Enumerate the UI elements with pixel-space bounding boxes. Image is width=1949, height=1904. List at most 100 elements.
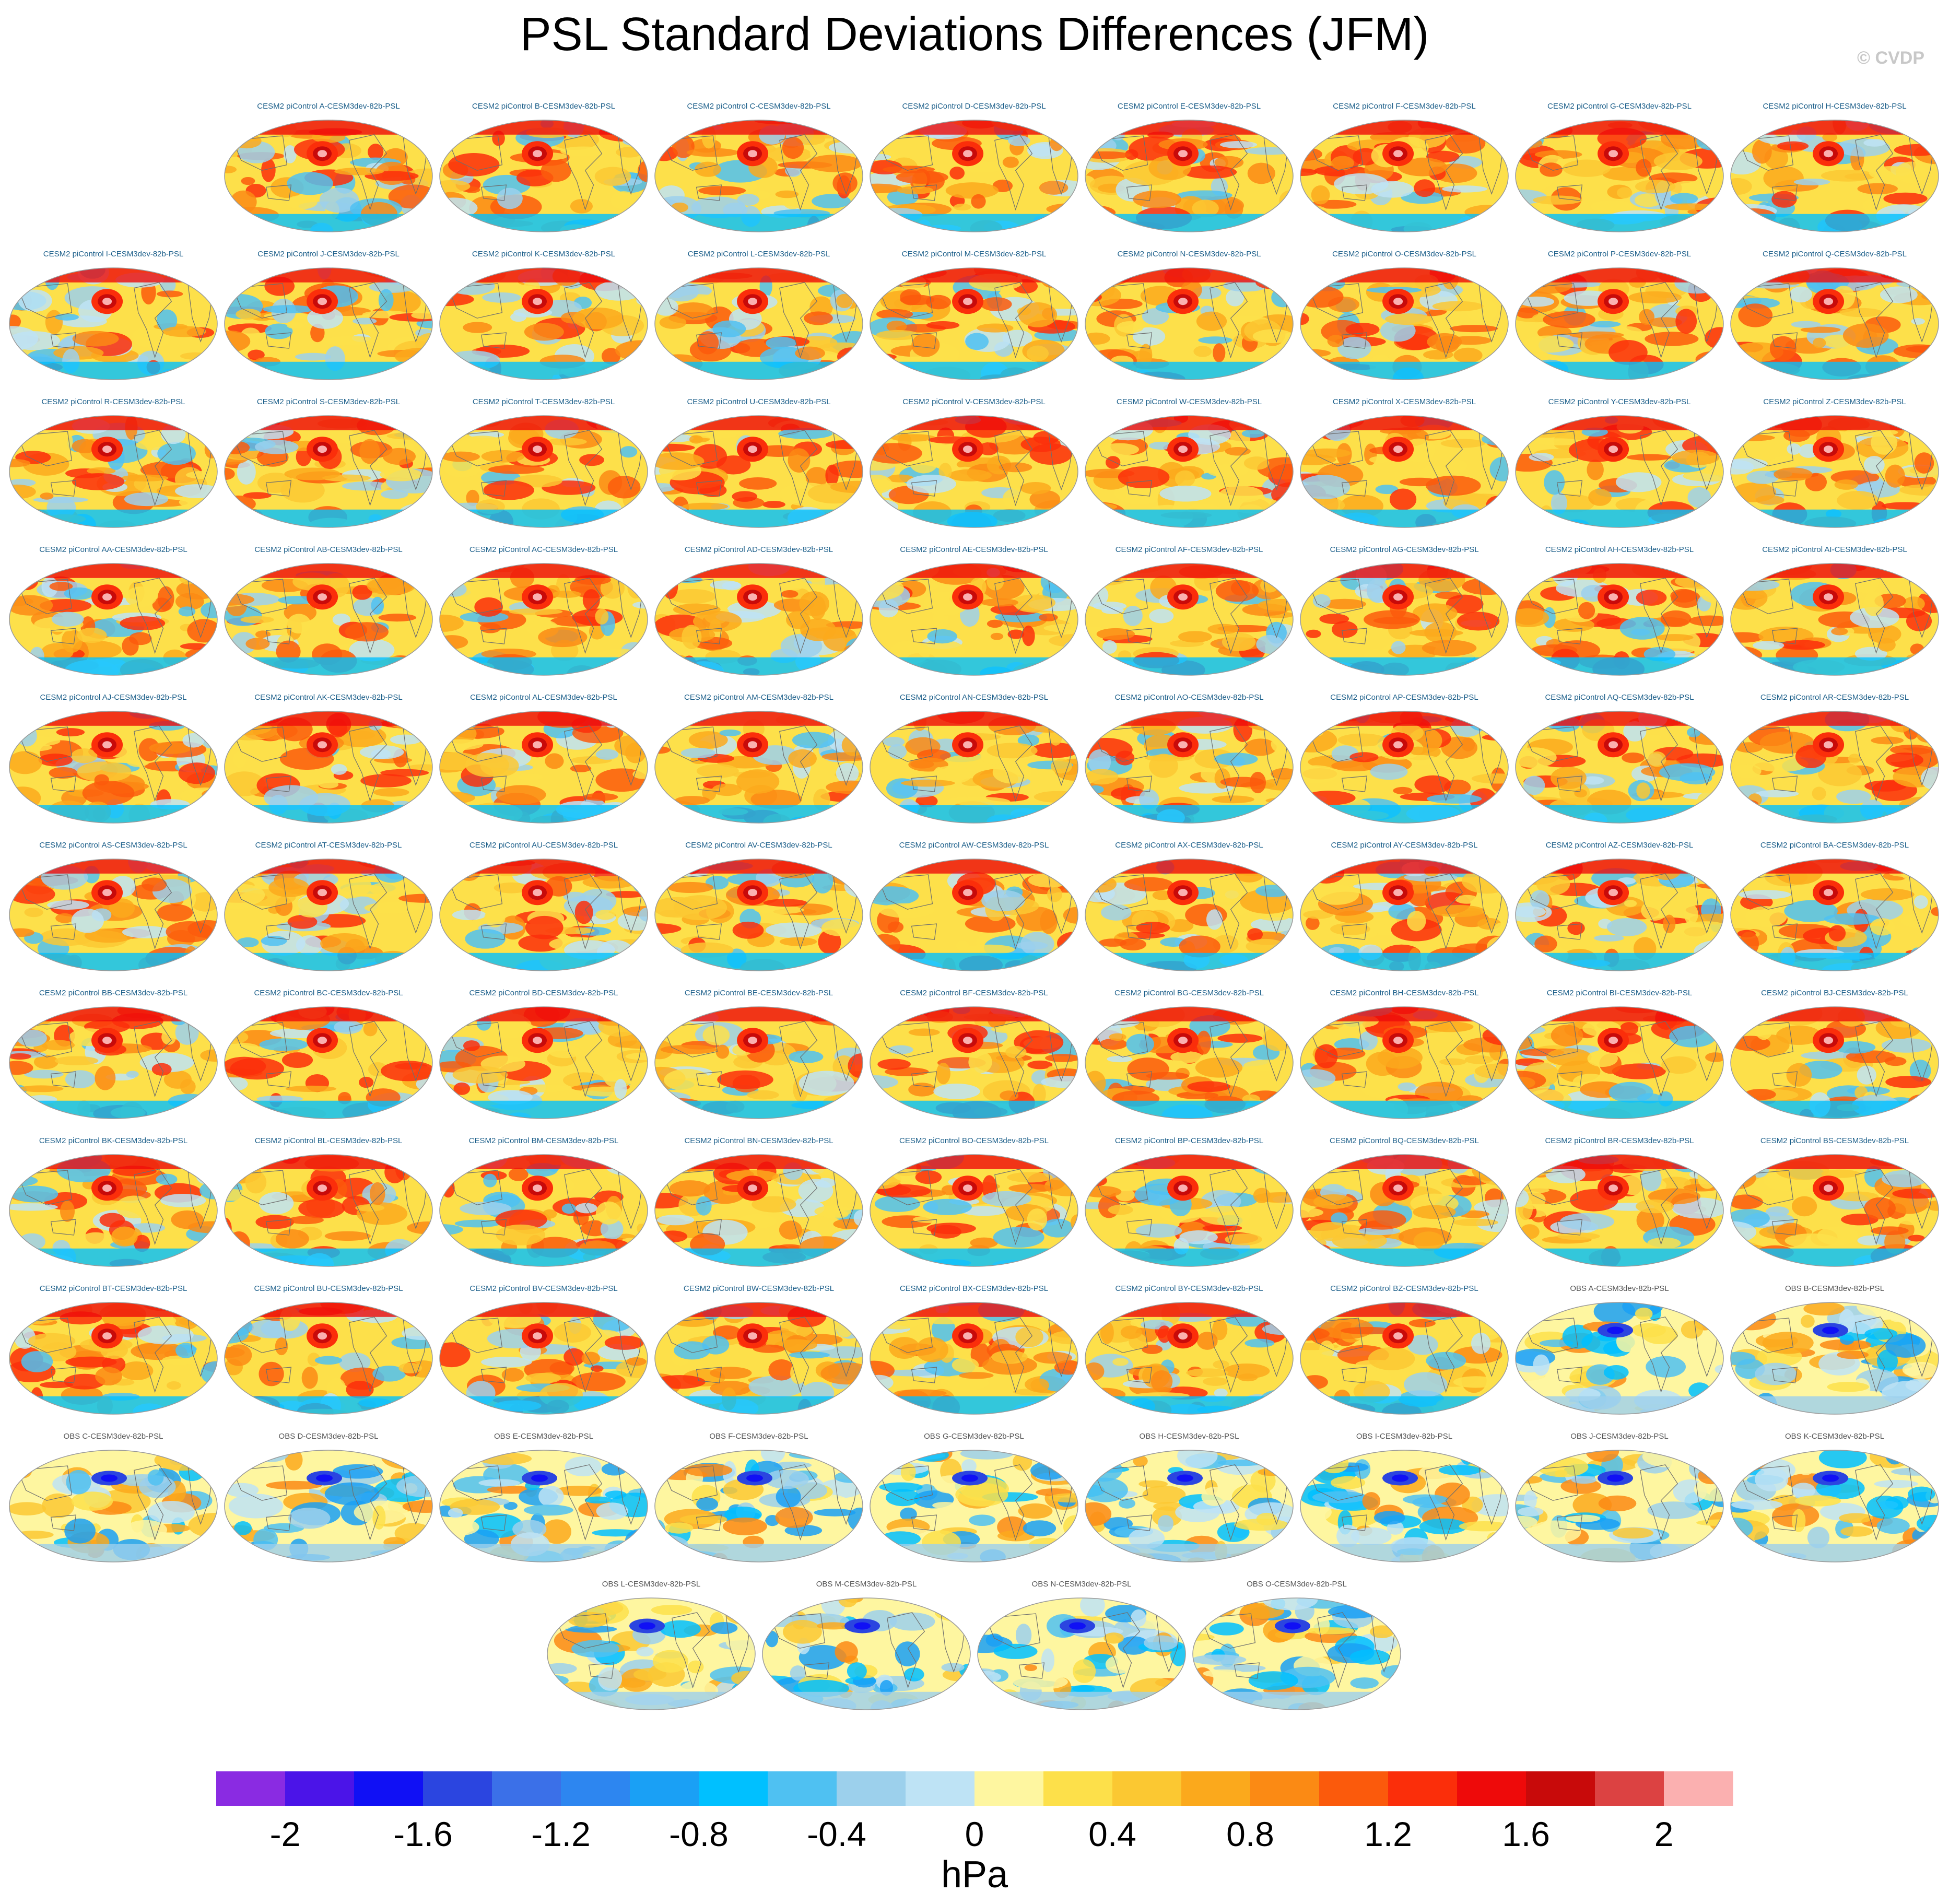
anomaly-blob bbox=[1684, 859, 1723, 864]
anomaly-blob bbox=[156, 1173, 178, 1185]
arctic-band bbox=[1516, 416, 1723, 430]
anomaly-blob bbox=[509, 608, 563, 615]
anomaly-blob bbox=[1029, 490, 1061, 509]
anomaly-blob bbox=[367, 817, 399, 823]
anomaly-blob bbox=[1731, 217, 1768, 232]
arctic-band bbox=[870, 1155, 1078, 1169]
panel-field bbox=[1300, 1007, 1508, 1119]
anomaly-blob bbox=[607, 476, 641, 499]
anomaly-blob bbox=[402, 859, 432, 866]
panel-field bbox=[870, 1007, 1078, 1119]
anomaly-blob bbox=[1410, 746, 1426, 756]
anomaly-blob bbox=[781, 590, 799, 598]
map-panel: CESM2 piControl AN-CESM3dev-82b-PSL bbox=[870, 693, 1078, 824]
panel-title: CESM2 piControl L-CESM3dev-82b-PSL bbox=[688, 250, 830, 258]
australia-outline bbox=[50, 1219, 77, 1236]
anomaly-blob bbox=[1640, 1167, 1662, 1192]
anomaly-blob bbox=[1753, 641, 1784, 650]
anomaly-blob bbox=[180, 643, 210, 650]
asia-outline bbox=[878, 283, 933, 319]
anomaly-blob bbox=[1800, 326, 1841, 333]
anomaly-blob bbox=[795, 346, 825, 360]
anomaly-blob bbox=[766, 336, 796, 350]
anomaly-blob bbox=[1337, 337, 1371, 359]
anomaly-blob bbox=[1681, 416, 1723, 432]
anomaly-blob bbox=[200, 1049, 217, 1062]
anomaly-blob bbox=[157, 442, 196, 465]
anomaly-blob bbox=[341, 885, 388, 897]
anomaly-blob bbox=[1439, 1058, 1467, 1066]
anomaly-blob bbox=[497, 187, 523, 209]
anomaly-blob bbox=[560, 146, 606, 157]
anomaly-blob bbox=[1030, 743, 1078, 758]
anomaly-blob bbox=[552, 590, 581, 598]
anomaly-blob bbox=[1733, 275, 1754, 282]
southern-band bbox=[225, 509, 432, 527]
anomaly-blob bbox=[182, 733, 205, 748]
panel-field bbox=[870, 120, 1078, 232]
anomaly-blob bbox=[1606, 918, 1647, 936]
anomaly-blob bbox=[1043, 1007, 1078, 1015]
anomaly-blob bbox=[1841, 1214, 1878, 1226]
anomaly-blob bbox=[870, 443, 922, 464]
anomaly-blob bbox=[1628, 291, 1682, 304]
anomaly-blob bbox=[1255, 885, 1291, 897]
panel-field bbox=[9, 1302, 217, 1414]
anomaly-blob bbox=[1300, 711, 1341, 724]
anomaly-blob bbox=[1516, 1077, 1535, 1089]
anomaly-blob bbox=[948, 469, 992, 481]
anomaly-blob bbox=[1300, 1007, 1320, 1014]
pacific-high-peak bbox=[1824, 1037, 1834, 1044]
anomaly-blob bbox=[287, 172, 333, 195]
anomaly-blob bbox=[1391, 641, 1406, 654]
map-border bbox=[439, 1006, 648, 1119]
map-panel: CESM2 piControl AJ-CESM3dev-82b-PSL bbox=[9, 693, 218, 824]
anomaly-blob bbox=[572, 307, 624, 330]
map-border bbox=[439, 1154, 648, 1267]
arctic-band bbox=[440, 120, 648, 135]
anomaly-blob bbox=[371, 749, 391, 759]
australia-outline bbox=[1341, 1219, 1368, 1236]
map-panel: CESM2 piControl BQ-CESM3dev-82b-PSL bbox=[1300, 1136, 1509, 1267]
anomaly-blob bbox=[1407, 911, 1426, 932]
anomaly-blob bbox=[228, 1231, 250, 1255]
anomaly-blob bbox=[1033, 431, 1060, 444]
map-panel: CESM2 piControl AD-CESM3dev-82b-PSL bbox=[654, 545, 863, 676]
anomaly-blob bbox=[440, 1252, 480, 1266]
americas-outline bbox=[994, 725, 1033, 802]
map-border bbox=[9, 711, 218, 824]
americas-outline bbox=[1855, 134, 1894, 211]
anomaly-blob bbox=[980, 297, 1012, 311]
americas-outline bbox=[134, 430, 172, 507]
anomaly-blob bbox=[1731, 1158, 1765, 1183]
anomaly-blob bbox=[480, 754, 519, 777]
map-panel: CESM2 piControl BM-CESM3dev-82b-PSL bbox=[439, 1136, 648, 1267]
panel-title: CESM2 piControl BG-CESM3dev-82b-PSL bbox=[1114, 989, 1264, 997]
southern-band bbox=[1085, 1100, 1293, 1119]
anomaly-blob bbox=[632, 769, 648, 779]
anomaly-blob bbox=[1904, 371, 1939, 379]
anomaly-blob bbox=[1012, 594, 1056, 611]
southern-band bbox=[1731, 953, 1939, 971]
southern-band bbox=[1516, 953, 1723, 971]
americas-outline bbox=[564, 282, 603, 359]
anomaly-blob bbox=[440, 614, 464, 632]
map-border bbox=[870, 415, 1078, 528]
anomaly-blob bbox=[1300, 168, 1318, 177]
anomaly-blob bbox=[1695, 351, 1723, 368]
panel-field bbox=[1731, 120, 1939, 232]
anomaly-blob bbox=[1118, 466, 1170, 489]
anomaly-blob bbox=[115, 1195, 152, 1219]
anomaly-blob bbox=[1014, 1030, 1064, 1055]
americas-outline bbox=[1425, 1021, 1463, 1098]
americas-outline bbox=[564, 430, 603, 507]
anomaly-blob bbox=[1109, 1033, 1126, 1041]
pacific-high-peak bbox=[748, 593, 758, 601]
americas-outline bbox=[1425, 1169, 1463, 1245]
pacific-high-peak bbox=[1393, 741, 1403, 749]
australia-outline bbox=[265, 480, 292, 497]
anomaly-blob bbox=[870, 511, 895, 521]
anomaly-blob bbox=[1300, 727, 1337, 753]
southern-band bbox=[1516, 214, 1723, 232]
anomaly-blob bbox=[175, 593, 204, 610]
